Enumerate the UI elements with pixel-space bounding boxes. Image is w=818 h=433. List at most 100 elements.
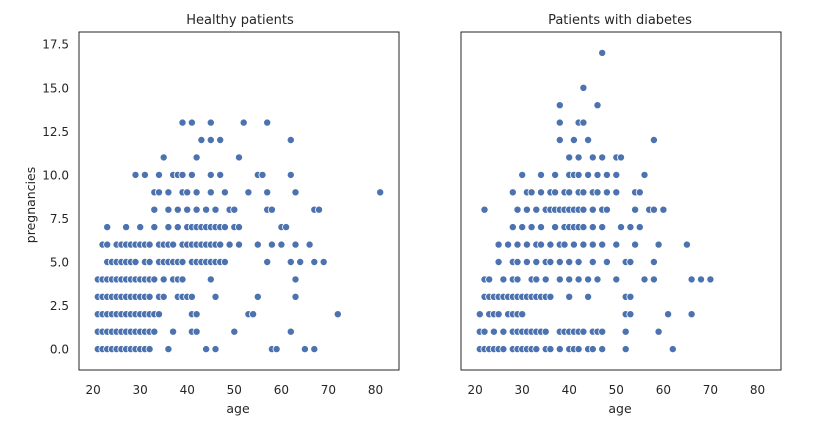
x-tick-label-healthy: 30 (133, 383, 148, 397)
data-point (286, 327, 295, 336)
data-point (249, 310, 258, 319)
plot-frame-diabetes (460, 31, 782, 371)
data-point (574, 257, 583, 266)
data-point (131, 170, 140, 179)
x-tick-labels-diabetes: 20 30 40 50 60 70 80 (467, 383, 765, 397)
data-point (513, 257, 522, 266)
data-point (635, 188, 644, 197)
data-point (551, 170, 560, 179)
data-point (649, 135, 658, 144)
data-point (532, 345, 541, 354)
data-point (574, 275, 583, 284)
data-point (560, 240, 569, 249)
data-point (206, 118, 215, 127)
data-point (150, 223, 159, 232)
data-point (239, 118, 248, 127)
data-point (187, 118, 196, 127)
data-point (579, 205, 588, 214)
data-point (480, 205, 489, 214)
data-point (333, 310, 342, 319)
data-point (537, 223, 546, 232)
data-point (310, 345, 319, 354)
data-point (145, 292, 154, 301)
data-point (499, 275, 508, 284)
data-point (164, 345, 173, 354)
data-point (659, 205, 668, 214)
data-point (555, 275, 564, 284)
data-point (612, 240, 621, 249)
data-point (565, 257, 574, 266)
data-point (499, 345, 508, 354)
data-point (192, 188, 201, 197)
data-point (649, 205, 658, 214)
data-point (131, 257, 140, 266)
data-point (546, 345, 555, 354)
data-point (494, 310, 503, 319)
data-point (598, 240, 607, 249)
y-tick-label: 10.0 (42, 168, 69, 182)
data-point (159, 153, 168, 162)
data-point (202, 345, 211, 354)
data-point (225, 240, 234, 249)
chart-title-diabetes: Patients with diabetes (548, 13, 692, 28)
y-tick-label: 2.5 (50, 299, 69, 313)
data-point (291, 275, 300, 284)
data-point (154, 188, 163, 197)
y-tick-label: 5.0 (50, 255, 69, 269)
y-tick-label: 17.5 (42, 38, 69, 52)
data-point (649, 275, 658, 284)
data-point (480, 327, 489, 336)
data-point (593, 188, 602, 197)
data-point (537, 188, 546, 197)
data-point (183, 205, 192, 214)
data-point (169, 327, 178, 336)
data-point (192, 310, 201, 319)
data-point (664, 310, 673, 319)
data-point (211, 292, 220, 301)
data-point (555, 135, 564, 144)
data-point (216, 240, 225, 249)
data-point (178, 275, 187, 284)
data-point (282, 223, 291, 232)
data-point (103, 223, 112, 232)
data-point (475, 310, 484, 319)
data-point (555, 118, 564, 127)
x-tick-label-healthy: 40 (180, 383, 195, 397)
data-point (216, 135, 225, 144)
data-point (697, 275, 706, 284)
data-point (617, 153, 626, 162)
data-point (508, 223, 517, 232)
x-tick-label-healthy: 60 (274, 383, 289, 397)
data-point (206, 275, 215, 284)
data-point (192, 327, 201, 336)
data-point (532, 275, 541, 284)
data-point (546, 240, 555, 249)
data-point (220, 188, 229, 197)
data-point (253, 292, 262, 301)
data-point (202, 205, 211, 214)
data-point (649, 257, 658, 266)
data-point (579, 223, 588, 232)
data-point (565, 188, 574, 197)
data-point (263, 257, 272, 266)
data-point (569, 135, 578, 144)
data-point (588, 153, 597, 162)
data-point (211, 345, 220, 354)
data-point (555, 345, 564, 354)
data-point (602, 188, 611, 197)
plot-frame-healthy (78, 31, 400, 371)
data-point (234, 153, 243, 162)
data-point (574, 345, 583, 354)
data-point (159, 292, 168, 301)
data-point (220, 223, 229, 232)
data-point (518, 223, 527, 232)
data-point (569, 240, 578, 249)
data-point (489, 327, 498, 336)
data-point (494, 257, 503, 266)
data-point (579, 118, 588, 127)
data-point (122, 223, 131, 232)
scatter-points-healthy (93, 118, 385, 354)
data-point (555, 257, 564, 266)
data-point (626, 257, 635, 266)
data-point (272, 345, 281, 354)
